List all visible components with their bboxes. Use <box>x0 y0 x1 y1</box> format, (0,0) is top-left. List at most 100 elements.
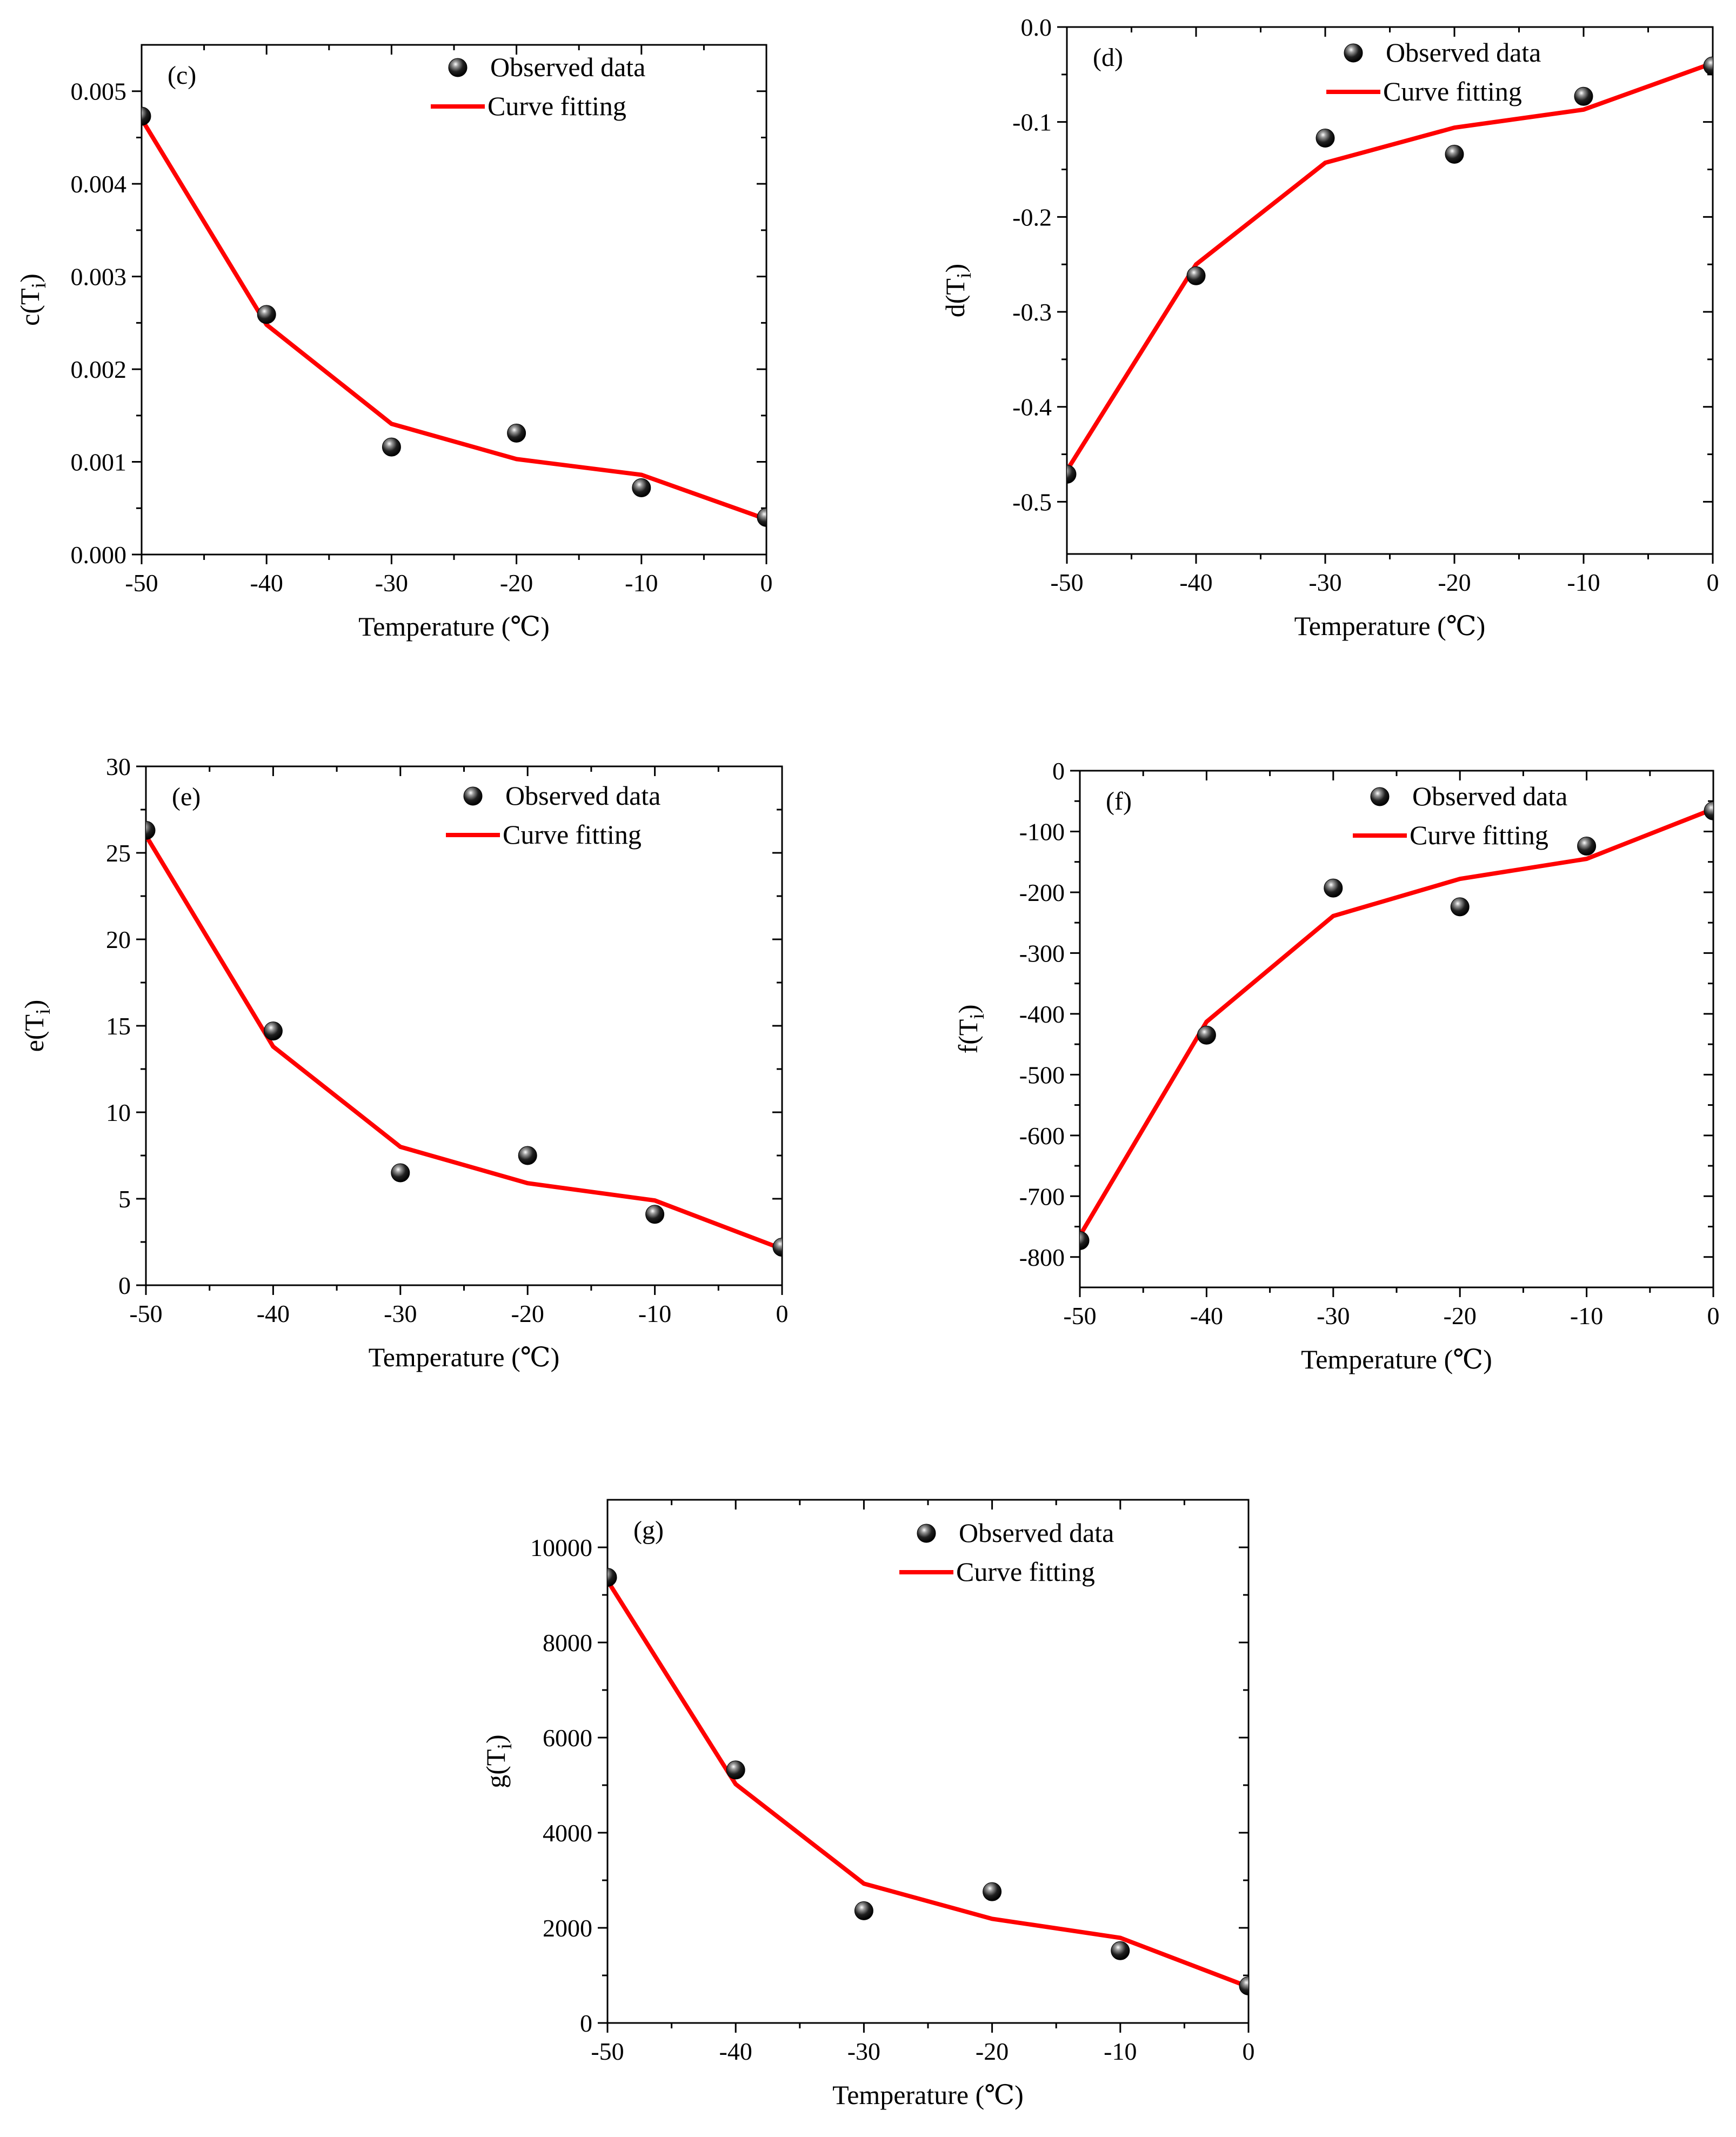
observed-point <box>726 1760 745 1780</box>
fit-curve-line <box>607 1579 1248 1989</box>
y-tick-label: -700 <box>1019 1183 1065 1210</box>
observed-point <box>757 507 766 527</box>
legend-observed-marker <box>463 786 483 806</box>
x-axis-label: Temperature (℃) <box>369 1342 560 1372</box>
legend-fit-label: Curve fitting <box>1410 820 1548 850</box>
x-tick-label: -50 <box>129 1300 162 1327</box>
y-axis-label: f(Ti) <box>953 1004 989 1053</box>
plot-frame <box>145 765 783 1286</box>
y-axis-label: g(Ti) <box>480 1734 516 1788</box>
x-tick-label: -10 <box>1567 569 1600 596</box>
panel-label: (c) <box>168 61 196 90</box>
observed-point <box>1080 1231 1090 1250</box>
y-axis-label: c(Ti) <box>15 273 50 326</box>
x-tick-label: -10 <box>1570 1302 1603 1330</box>
x-tick-label: -30 <box>1317 1302 1350 1330</box>
observed-point <box>391 1163 410 1183</box>
y-axis-label: e(Ti) <box>19 1000 55 1052</box>
y-tick-label: -0.5 <box>1012 488 1052 516</box>
y-tick-label: 0 <box>1052 757 1065 785</box>
legend-observed-label: Observed data <box>505 780 660 811</box>
observed-point <box>1067 464 1077 484</box>
legend-observed-label: Observed data <box>490 52 645 82</box>
legend-fit-label: Curve fitting <box>1383 76 1522 106</box>
x-tick-label: -40 <box>257 1300 290 1327</box>
x-tick-label: 0 <box>1707 569 1719 596</box>
x-tick-label: -50 <box>1063 1302 1096 1330</box>
y-tick-label: 0.005 <box>71 78 127 105</box>
chart-panel-e: -50 -40 -30 -20 -10 0 0 5 10 15 20 25 30 Temperature … <box>19 753 789 1372</box>
legend: Observed data Curve fitting <box>446 780 660 850</box>
y-tick-label: 5 <box>118 1185 131 1213</box>
plot-area <box>1067 56 1713 484</box>
y-tick-label: 10000 <box>530 1534 592 1561</box>
legend-observed-marker <box>1370 787 1390 806</box>
observed-point <box>983 1882 1002 1901</box>
observed-point <box>1324 878 1343 898</box>
x-tick-label: -50 <box>125 569 158 597</box>
panel-label: (f) <box>1106 787 1132 816</box>
chart-panel-g: -50 -40 -30 -20 -10 0 0 2000 4000 6000 8000 10000 Te… <box>480 1499 1255 2110</box>
y-tick-label: 30 <box>106 753 131 780</box>
y-tick-label: -0.2 <box>1012 203 1052 231</box>
y-tick-label: 2000 <box>543 1914 592 1942</box>
x-tick-label: -10 <box>1104 2038 1137 2065</box>
x-tick-label: -50 <box>591 2038 624 2065</box>
y-tick-label: -600 <box>1019 1122 1065 1150</box>
x-axis-label: Temperature (℃) <box>358 611 550 642</box>
legend: Observed data Curve fitting <box>1326 37 1541 106</box>
legend-observed-label: Observed data <box>959 1518 1114 1548</box>
y-tick-label: 15 <box>106 1012 131 1040</box>
y-tick-label: -0.1 <box>1012 109 1052 136</box>
y-tick-label: 25 <box>106 839 131 867</box>
observed-point <box>1445 144 1464 164</box>
y-tick-label: -500 <box>1019 1061 1065 1088</box>
panel-label: (d) <box>1093 43 1123 72</box>
y-tick-label: 0 <box>580 2009 592 2037</box>
x-axis-label: Temperature (℃) <box>1301 1344 1492 1374</box>
plot-frame <box>141 44 767 556</box>
observed-point <box>1450 897 1470 917</box>
x-tick-label: 0 <box>1707 1302 1720 1330</box>
observed-point <box>382 437 401 457</box>
plot-area <box>146 820 782 1257</box>
observed-point <box>507 423 526 443</box>
observed-point <box>854 1901 873 1920</box>
fit-curve-line <box>146 834 782 1251</box>
observed-point <box>1574 86 1593 106</box>
y-tick-label: -300 <box>1019 939 1065 967</box>
x-tick-label: -10 <box>638 1300 671 1327</box>
x-tick-label: 0 <box>760 569 773 597</box>
x-tick-label: -30 <box>847 2038 880 2065</box>
x-tick-label: 0 <box>776 1300 789 1327</box>
y-tick-label: -100 <box>1019 818 1065 845</box>
observed-point <box>146 820 156 840</box>
observed-point <box>1704 801 1713 820</box>
observed-point <box>1316 129 1335 148</box>
x-tick-label: -40 <box>1190 1302 1223 1330</box>
y-axis-label: d(Ti) <box>940 264 976 317</box>
y-tick-label: -400 <box>1019 1000 1065 1028</box>
x-tick-label: -20 <box>976 2038 1009 2065</box>
observed-point <box>645 1205 665 1224</box>
y-tick-label: 6000 <box>543 1724 592 1752</box>
legend: Observed data Curve fitting <box>431 52 645 121</box>
y-tick-label: -0.4 <box>1012 393 1052 421</box>
y-tick-label: 20 <box>106 926 131 953</box>
x-axis-label: Temperature (℃) <box>1294 611 1486 641</box>
x-tick-label: -30 <box>384 1300 417 1327</box>
observed-point <box>1577 836 1597 856</box>
observed-point <box>142 106 151 126</box>
x-tick-label: -10 <box>625 569 658 597</box>
y-tick-label: 0.002 <box>71 356 127 383</box>
y-tick-label: -0.3 <box>1012 298 1052 326</box>
plot-area <box>142 106 766 527</box>
x-tick-label: -20 <box>1438 569 1471 596</box>
chart-panel-f: -50 -40 -30 -20 -10 00-100-200-300-400-500-60… <box>953 757 1720 1374</box>
x-tick-label: -40 <box>719 2038 752 2065</box>
observed-point <box>1111 1941 1130 1960</box>
fit-curve-line <box>142 118 766 522</box>
legend-fit-label: Curve fitting <box>503 819 642 850</box>
observed-point <box>772 1238 782 1257</box>
